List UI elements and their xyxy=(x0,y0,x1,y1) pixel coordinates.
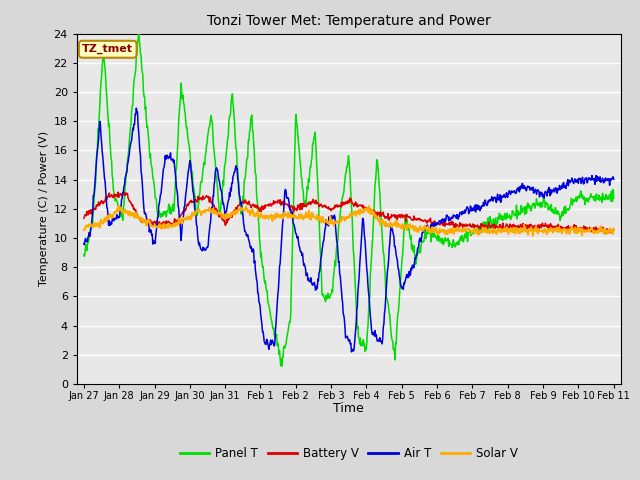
X-axis label: Time: Time xyxy=(333,402,364,415)
Text: TZ_tmet: TZ_tmet xyxy=(82,44,133,54)
Y-axis label: Temperature (C) / Power (V): Temperature (C) / Power (V) xyxy=(39,131,49,287)
Title: Tonzi Tower Met: Temperature and Power: Tonzi Tower Met: Temperature and Power xyxy=(207,14,491,28)
Legend: Panel T, Battery V, Air T, Solar V: Panel T, Battery V, Air T, Solar V xyxy=(175,443,522,465)
